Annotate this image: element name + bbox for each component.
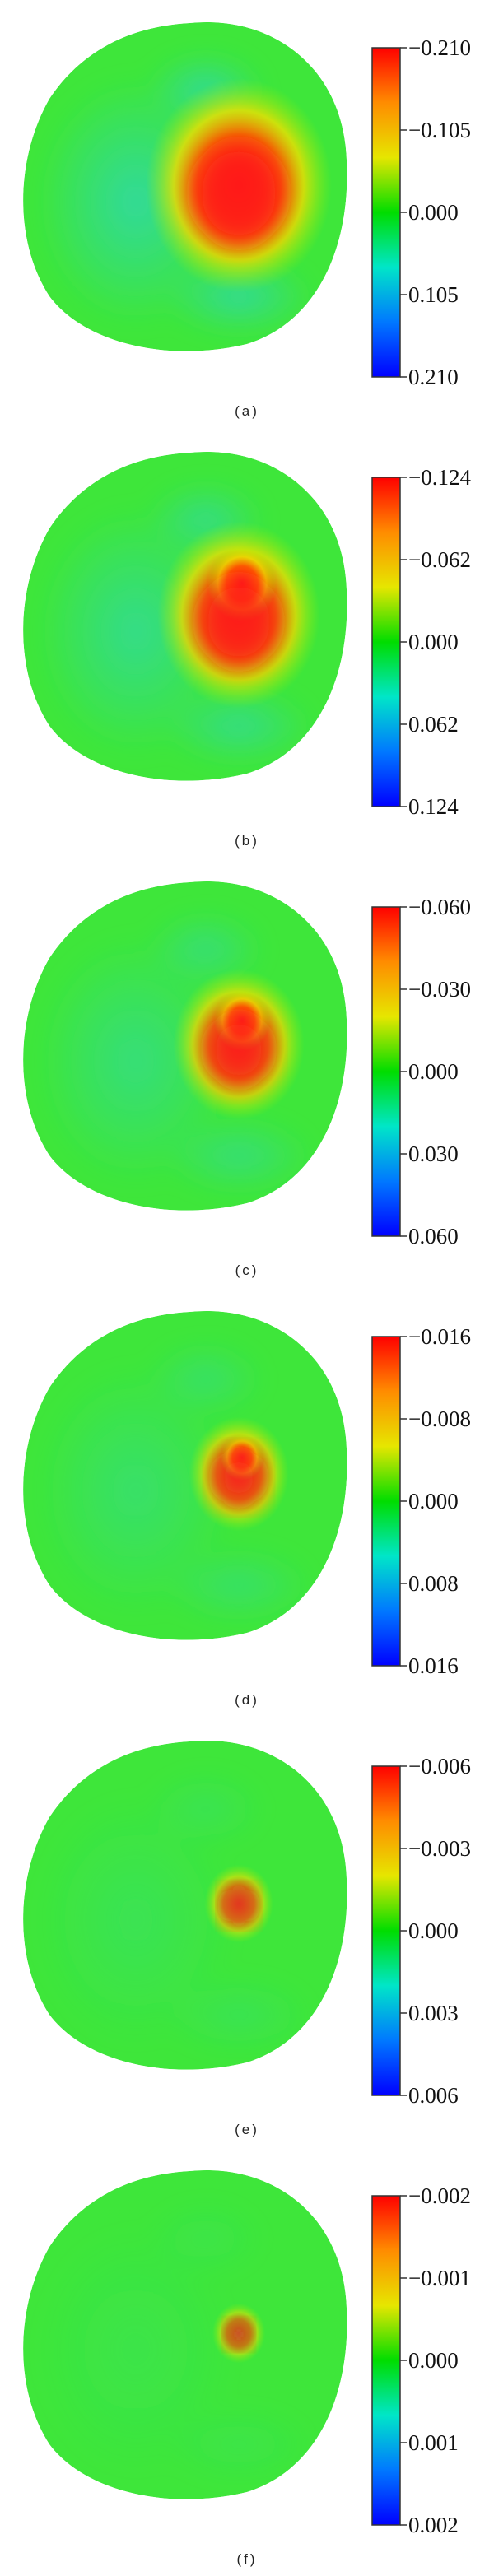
colorbar [371,1336,401,1667]
panel-graphic: −0.210 −0.105 0.000 0.105 0.210 [23,21,471,389]
panel-b: −0.124 −0.062 0.000 0.062 0.124 (b) [0,430,494,858]
colorbar-tick-label: −0.001 [408,2266,471,2290]
conductivity-map [23,881,347,1211]
conductivity-map [23,1740,347,2070]
colorbar-tick-label: 0.030 [408,1142,459,1166]
panel-graphic: −0.016 −0.008 0.000 0.008 0.016 [23,1310,471,1678]
colorbar-tick-label: 0.000 [408,1059,459,1084]
colorbar [371,477,401,807]
colorbar-tick-label: 0.000 [408,630,459,654]
colorbar-tick-label: 0.000 [408,1489,459,1514]
colorbar-tick-label: −0.124 [408,465,471,490]
hotspot [146,78,332,292]
colorbar-tick-label: 0.002 [408,2513,459,2537]
panel-caption: (e) [235,2122,259,2137]
panel-c: −0.060 −0.030 0.000 0.030 0.060 (c) [0,859,494,1287]
panel-a: −0.210 −0.105 0.000 0.105 0.210 (a) [0,0,494,428]
hotspot [189,1416,289,1532]
hotspot [204,1864,273,1943]
panel-f: −0.002 −0.001 0.000 0.001 0.002 (f) [0,2148,494,2576]
colorbar [371,47,401,378]
hotspot [157,521,320,709]
colorbar-tick-label: −0.060 [408,895,471,919]
colorbar-tick-label: 0.062 [408,712,459,737]
colorbar-tick-label: −0.008 [408,1407,471,1431]
panel-graphic: −0.006 −0.003 0.000 0.003 0.006 [23,1740,471,2108]
colorbar-tick-label: 0.060 [408,1224,459,1248]
colorbar-tick-label: 0.000 [408,1918,459,1943]
colorbar-tick-label: 0.006 [408,2083,459,2108]
colorbar [371,1765,401,2096]
colorbar-tick-label: 0.000 [408,2348,459,2373]
colorbar-tick-label: −0.210 [408,35,471,60]
panel-caption: (f) [236,2551,258,2567]
colorbar-tick-label: −0.003 [408,1836,471,1861]
colorbar-tick-label: −0.002 [408,2183,471,2208]
hotspot [173,969,305,1120]
colorbar-tick-label: −0.006 [408,1754,471,1779]
panel-graphic: −0.124 −0.062 0.000 0.062 0.124 [23,451,471,819]
hotspot [212,2303,266,2364]
panel-e: −0.006 −0.003 0.000 0.003 0.006 (e) [0,1718,494,2146]
colorbar-tick-label: 0.210 [408,365,459,389]
colorbar-tick-label: 0.016 [408,1653,459,1678]
panel-caption: (d) [235,1692,259,1708]
colorbar-tick-label: 0.008 [408,1571,459,1596]
colorbar-tick-label: 0.124 [408,794,459,819]
colorbar-tick-label: −0.062 [408,547,471,572]
panel-graphic: −0.060 −0.030 0.000 0.030 0.060 [23,881,471,1248]
colorbar [371,906,401,1237]
panel-caption: (c) [235,1262,259,1278]
panel-caption: (b) [235,833,259,849]
colorbar-tick-label: 0.001 [408,2430,459,2455]
conductivity-map [23,451,347,781]
colorbar-tick-label: 0.105 [408,282,459,307]
conductivity-map [23,1310,347,1640]
colorbar-tick-label: −0.105 [408,118,471,142]
colorbar-tick-label: 0.003 [408,2001,459,2025]
colorbar-tick-label: −0.016 [408,1324,471,1349]
colorbar-tick-label: 0.000 [408,200,459,225]
conductivity-map [23,2169,347,2499]
panel-d: −0.016 −0.008 0.000 0.008 0.016 (d) [0,1289,494,1717]
colorbar [371,2195,401,2526]
conductivity-map [23,21,347,351]
panel-graphic: −0.002 −0.001 0.000 0.001 0.002 [23,2169,471,2537]
colorbar-tick-label: −0.030 [408,977,471,1002]
panel-caption: (a) [235,403,259,419]
